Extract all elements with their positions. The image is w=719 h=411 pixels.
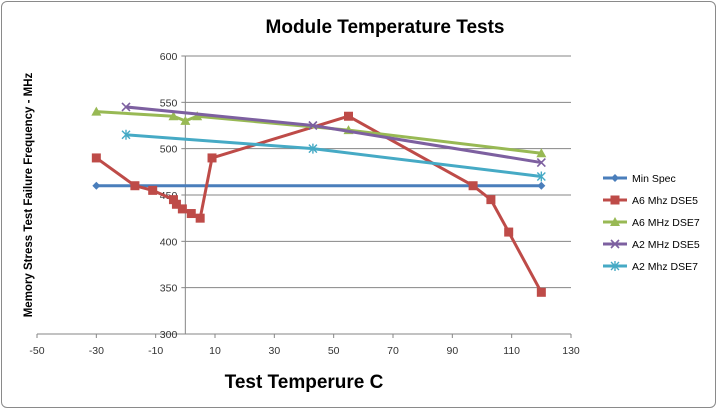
series-1 (91, 111, 546, 297)
data-point (195, 213, 205, 223)
data-point (536, 158, 546, 168)
data-point (121, 102, 131, 112)
data-point (177, 204, 187, 214)
series-line (95, 114, 543, 294)
legend-item: A2 Mhz DSE7 (603, 261, 698, 273)
series-3 (121, 102, 546, 168)
data-point (536, 171, 546, 182)
data-point (610, 195, 620, 205)
data-point (92, 181, 101, 190)
legend-item: Min Spec (603, 173, 676, 185)
data-point (536, 287, 546, 297)
data-point (186, 209, 196, 219)
series-0 (92, 181, 546, 190)
legend-label: A2 MHz DSE5 (632, 239, 700, 251)
y-tick-label: 350 (160, 283, 178, 295)
legend: Min Spec A6 Mhz DSE5 A6 MHz DSE7 A2 MHz DSE… (603, 173, 700, 273)
chart-title: Module Temperature Tests (266, 17, 505, 38)
data-point (168, 111, 179, 121)
x-tick-label: 50 (328, 345, 340, 357)
x-tick-label: 70 (387, 345, 399, 357)
x-tick-label: 90 (446, 345, 458, 357)
series-4 (121, 129, 546, 182)
data-point (468, 181, 478, 191)
legend-label: A6 MHz DSE7 (632, 217, 700, 229)
data-point (308, 143, 318, 154)
y-tick-label: 550 (160, 97, 178, 109)
axes (36, 55, 572, 338)
y-tick-label: 300 (160, 329, 178, 341)
plot-area (91, 102, 547, 297)
data-point (486, 195, 496, 205)
legend-label: Min Spec (632, 173, 676, 185)
series-line (96, 110, 542, 155)
data-point (308, 120, 318, 131)
x-tick-label: -30 (89, 345, 104, 357)
data-point (130, 181, 140, 191)
y-tick-label: 500 (160, 144, 178, 156)
gridlines (185, 55, 571, 289)
data-point (611, 174, 619, 182)
series-line (125, 133, 542, 178)
x-tick-label: 30 (268, 345, 280, 357)
y-tick-label: 400 (160, 236, 178, 248)
y-axis-title: Memory Stress Test Failure Frequency - M… (23, 72, 35, 317)
data-point (168, 195, 178, 205)
data-point (504, 227, 514, 237)
legend-item: A6 MHz DSE7 (603, 217, 700, 229)
data-point (537, 181, 546, 190)
data-point (344, 111, 353, 121)
data-point (192, 111, 203, 121)
data-point (91, 106, 102, 116)
x-tick-label: -10 (148, 345, 163, 357)
tick-labels: -50 -30 -10 10 30 50 70 90 110 130300350400450500… (29, 51, 580, 357)
data-point (536, 148, 547, 158)
data-point (171, 199, 181, 209)
legend-item: A2 MHz DSE5 (603, 239, 700, 251)
data-point (91, 153, 101, 163)
legend-label: A6 Mhz DSE5 (632, 195, 698, 207)
data-point (610, 239, 620, 249)
data-point (148, 185, 158, 195)
data-point (610, 217, 620, 226)
data-point (610, 261, 620, 271)
data-point (180, 115, 191, 125)
x-tick-label: -50 (29, 345, 44, 357)
x-tick-label: 110 (503, 345, 520, 357)
y-tick-label: 600 (160, 51, 178, 63)
data-point (121, 129, 131, 140)
series-line (125, 105, 542, 165)
x-tick-label: 10 (209, 345, 221, 357)
legend-item: A6 Mhz DSE5 (603, 195, 698, 207)
x-tick-label: 130 (562, 345, 580, 357)
legend-label: A2 Mhz DSE7 (632, 261, 698, 273)
x-axis-title: Test Temperure C (225, 372, 384, 393)
data-point (207, 153, 217, 163)
